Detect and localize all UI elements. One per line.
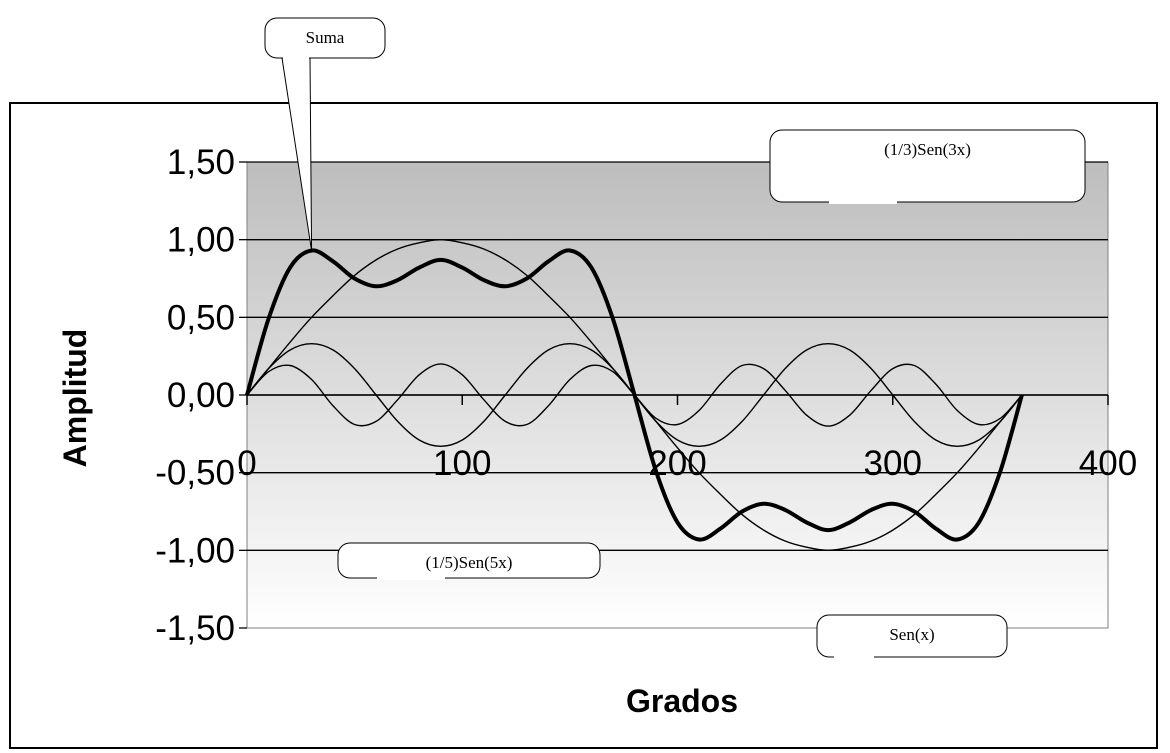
callout-joint bbox=[283, 56, 309, 60]
y-tick-label: 1,50 bbox=[167, 143, 235, 182]
x-tick-label: 0 bbox=[237, 444, 256, 483]
series-lines bbox=[245, 239, 1024, 551]
callout-label: Sen(x) bbox=[889, 625, 934, 644]
callout-3: (1/5)Sen(5x) bbox=[337, 542, 601, 580]
x-axis bbox=[246, 394, 1109, 405]
callout-label: (1/3)Sen(3x) bbox=[884, 140, 971, 159]
series-line-suma bbox=[245, 248, 1024, 542]
x-tick-label: 400 bbox=[1079, 444, 1137, 483]
x-tick-label: 300 bbox=[864, 444, 922, 483]
callout-4: Sen(x) bbox=[816, 614, 1008, 659]
y-tick-labels: 1,50 1,00 0,50 0,00 -0,50 -1,00 -1,50 bbox=[155, 143, 235, 648]
y-tick-label: 0,00 bbox=[167, 376, 235, 415]
x-tick-label: 100 bbox=[433, 444, 491, 483]
x-tick-labels: 0 100 200 300 400 bbox=[237, 444, 1137, 483]
y-tick-label: -1,50 bbox=[155, 609, 235, 648]
callout-joint bbox=[829, 200, 897, 204]
callout-box bbox=[264, 17, 386, 59]
y-tick-label: 0,50 bbox=[167, 298, 235, 337]
callout-joint bbox=[834, 655, 874, 659]
y-axis-title: Amplitud bbox=[57, 329, 93, 468]
callout-joint bbox=[377, 576, 445, 580]
callout-1: Suma bbox=[264, 17, 386, 251]
callout-box bbox=[816, 614, 1008, 658]
callout-box bbox=[769, 129, 1086, 203]
y-tick-label: -1,00 bbox=[155, 531, 235, 570]
callouts: Suma (1/3)Sen(3x) (1/5)Sen(5x) Sen(x) bbox=[264, 17, 1086, 659]
callout-box bbox=[337, 542, 601, 579]
y-tick-label: -0,50 bbox=[155, 454, 235, 493]
callout-2: (1/3)Sen(3x) bbox=[769, 129, 1086, 204]
x-axis-title: Grados bbox=[626, 683, 738, 719]
y-tick-label: 1,00 bbox=[167, 221, 235, 260]
callout-label: (1/5)Sen(5x) bbox=[426, 553, 513, 572]
callout-label: Suma bbox=[306, 28, 345, 47]
